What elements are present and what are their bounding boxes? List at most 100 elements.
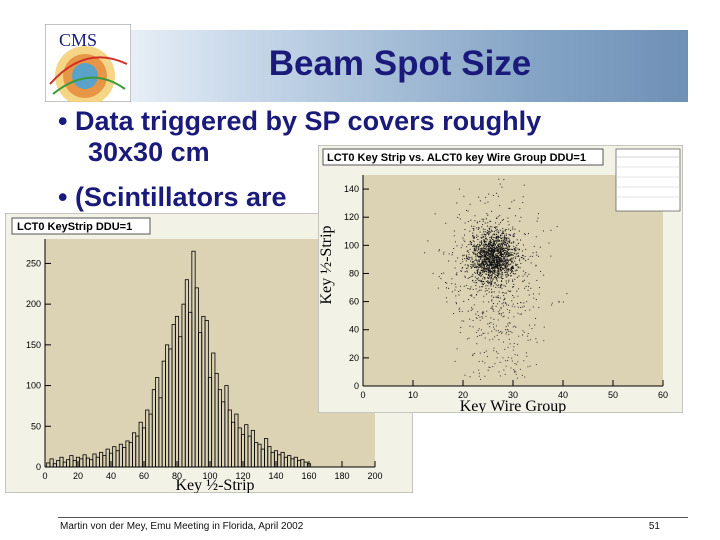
logo-text: CMS	[59, 30, 97, 50]
scatter-point	[487, 253, 489, 255]
scatter-point	[522, 334, 524, 336]
scatter-point	[525, 272, 527, 274]
scatter-point	[475, 254, 477, 256]
scatter-point	[466, 257, 468, 259]
scatter-point	[520, 306, 522, 308]
scatter-point	[505, 251, 507, 253]
scatter-point	[493, 258, 495, 260]
scatter-point	[495, 236, 497, 238]
scatter-point	[497, 251, 499, 253]
scatter-point	[477, 270, 479, 272]
scatter-point	[503, 236, 505, 238]
scatter-point	[468, 337, 470, 339]
scatter-point	[438, 276, 440, 278]
scatter-point	[481, 273, 483, 275]
scatter-point	[490, 246, 492, 248]
scatter-point	[471, 261, 473, 263]
scatter-y-tick-label: 80	[349, 268, 359, 278]
scatter-point	[512, 286, 514, 288]
scatter-point	[487, 242, 489, 244]
scatter-point	[495, 247, 497, 249]
scatter-point	[486, 265, 488, 267]
scatter-point	[505, 276, 507, 278]
scatter-point	[489, 252, 491, 254]
scatter-point	[514, 306, 516, 308]
scatter-point	[509, 259, 511, 261]
scatter-point	[508, 233, 510, 235]
scatter-point	[455, 260, 457, 262]
scatter-point	[487, 270, 489, 272]
scatter-point	[497, 303, 499, 305]
scatter-point	[507, 329, 509, 331]
scatter-point	[506, 240, 508, 242]
scatter-point	[504, 259, 506, 261]
scatter-point	[490, 244, 492, 246]
scatter-point	[455, 273, 457, 275]
scatter-point	[466, 284, 468, 286]
scatter-point	[499, 361, 501, 363]
scatter-point	[477, 247, 479, 249]
scatter-point	[504, 297, 506, 299]
scatter-point	[469, 276, 471, 278]
scatter-point	[508, 224, 510, 226]
scatter-point	[512, 326, 514, 328]
scatter-point	[477, 263, 479, 265]
scatter-point	[499, 264, 501, 266]
scatter-point	[481, 237, 483, 239]
scatter-title-box	[322, 148, 604, 166]
scatter-point	[491, 291, 493, 293]
scatter-point	[477, 255, 479, 257]
scatter-point	[490, 241, 492, 243]
scatter-point	[438, 250, 440, 252]
scatter-point	[457, 216, 459, 218]
scatter-point	[453, 248, 455, 250]
scatter-point	[490, 263, 492, 265]
scatter-point	[486, 280, 488, 282]
scatter-point	[504, 229, 506, 231]
scatter-point	[483, 281, 485, 283]
scatter-point	[505, 292, 507, 294]
scatter-point	[507, 262, 509, 264]
scatter-point	[506, 304, 508, 306]
scatter-point	[473, 244, 475, 246]
scatter-point	[486, 257, 488, 259]
scatter-point	[509, 251, 511, 253]
scatter-point	[482, 276, 484, 278]
scatter-point	[503, 253, 505, 255]
scatter-point	[499, 215, 501, 217]
scatter-point	[475, 266, 477, 268]
scatter-point	[524, 287, 526, 289]
scatter-point	[467, 221, 469, 223]
scatter-point	[504, 292, 506, 294]
scatter-point	[516, 244, 518, 246]
scatter-point	[496, 264, 498, 266]
scatter-point	[510, 260, 512, 262]
scatter-point	[508, 246, 510, 248]
scatter-point	[479, 319, 481, 321]
scatter-point	[497, 352, 499, 354]
scatter-point	[483, 250, 485, 252]
scatter-title: LCT0 Key Strip vs. ALCT0 key Wire Group …	[327, 152, 586, 164]
scatter-point	[493, 245, 495, 247]
scatter-point	[487, 264, 489, 266]
scatter-point	[485, 268, 487, 270]
scatter-point	[514, 250, 516, 252]
scatter-point	[519, 267, 521, 269]
scatter-point	[513, 273, 515, 275]
scatter-point	[497, 258, 499, 260]
scatter-point	[498, 272, 500, 274]
scatter-point	[476, 282, 478, 284]
scatter-point	[535, 264, 537, 266]
scatter-point	[485, 248, 487, 250]
scatter-point	[497, 250, 499, 252]
scatter-point	[475, 248, 477, 250]
scatter-point	[499, 251, 501, 253]
scatter-point	[488, 268, 490, 270]
scatter-point	[499, 183, 501, 185]
scatter-point	[484, 337, 486, 339]
scatter-point	[468, 254, 470, 256]
scatter-point	[454, 289, 456, 291]
scatter-point	[491, 260, 493, 262]
scatter-point	[533, 245, 535, 247]
scatter-point	[506, 268, 508, 270]
